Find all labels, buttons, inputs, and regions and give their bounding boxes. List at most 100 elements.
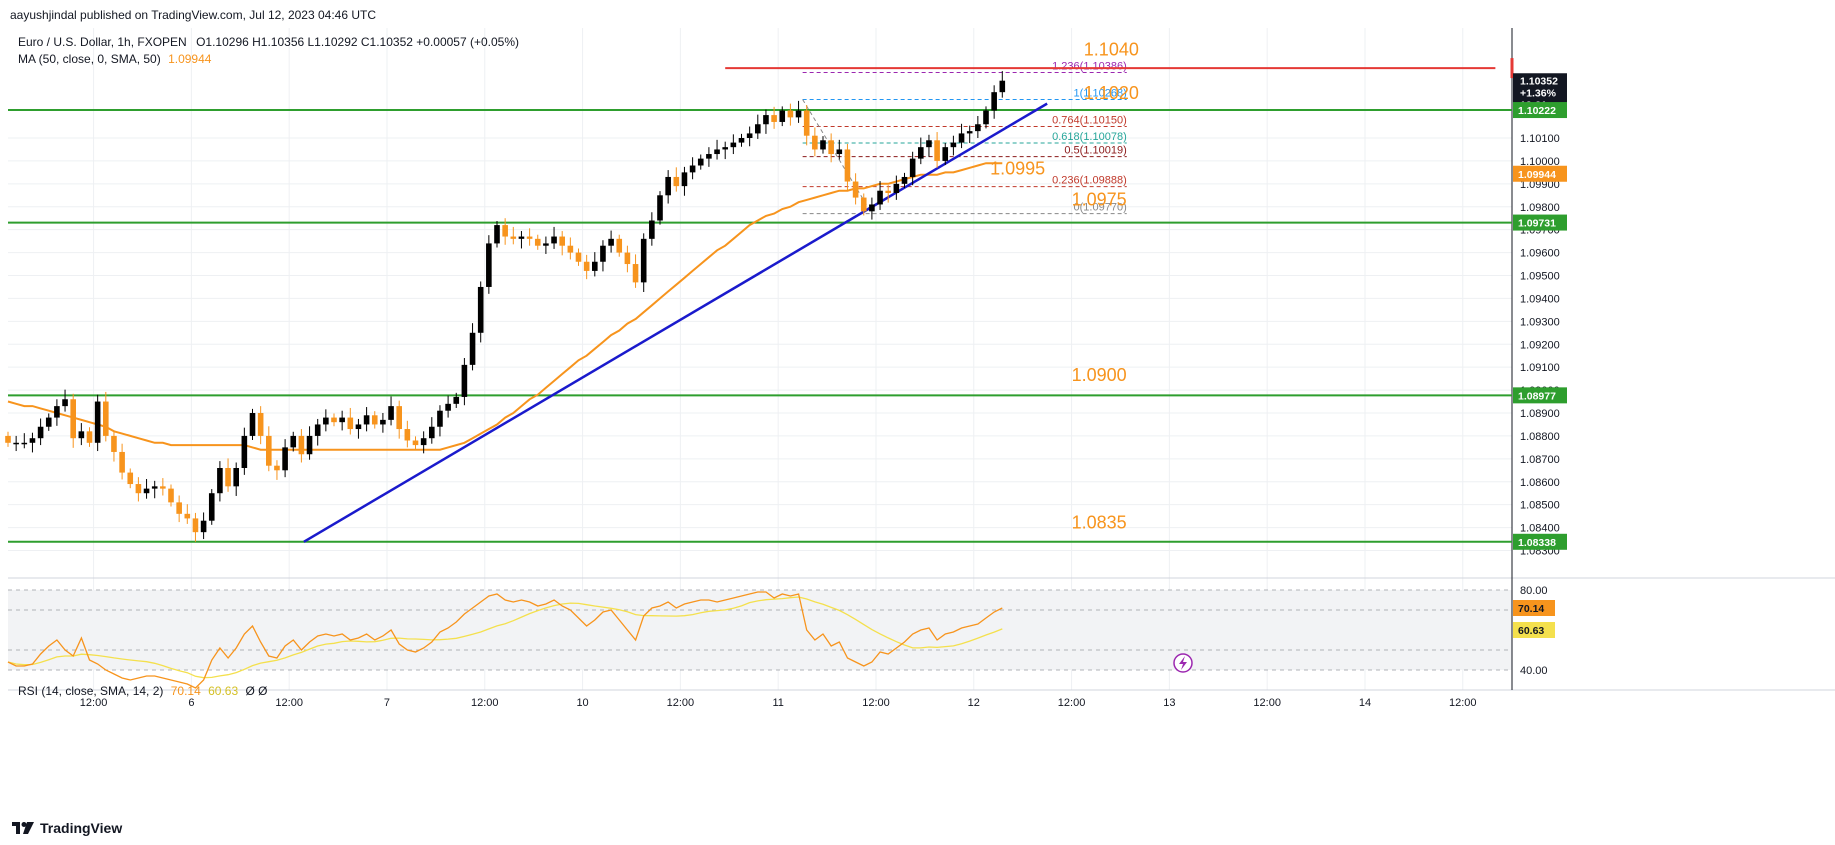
ma-legend[interactable]: MA (50, close, 0, SMA, 50) 1.09944 — [18, 52, 211, 66]
candle-body — [217, 468, 223, 494]
candle — [901, 172, 908, 188]
candle-body — [282, 447, 288, 471]
candle-body — [249, 413, 256, 436]
candle-body — [975, 124, 981, 132]
candle — [991, 85, 997, 119]
candle-body — [893, 183, 900, 193]
price-tag-text: 1.10222 — [1518, 105, 1556, 117]
time-axis-label: 7 — [384, 697, 390, 709]
candle — [469, 323, 476, 371]
candle-body — [510, 236, 517, 239]
candle-body — [225, 468, 231, 487]
candle-body — [54, 406, 60, 418]
candle — [233, 462, 239, 496]
candle-body — [746, 133, 753, 138]
candle — [722, 141, 728, 160]
fib-label: 0.618(1.10078) — [1052, 131, 1127, 143]
price-axis-label: 1.10000 — [1520, 156, 1560, 168]
candle-body — [649, 220, 655, 239]
candle-body — [869, 204, 875, 212]
candle-body — [469, 332, 476, 365]
candle-body — [738, 138, 745, 143]
candle — [298, 429, 305, 463]
candle — [29, 432, 36, 453]
candle-body — [575, 252, 582, 262]
candle-body — [983, 110, 989, 125]
candle-body — [103, 401, 109, 436]
candle-body — [657, 195, 663, 221]
current-price-tag-text: +1.36% — [1520, 87, 1557, 99]
candle-body — [681, 172, 688, 187]
candle — [534, 234, 541, 250]
candle-body — [5, 435, 11, 443]
current-price-tag-text: 1.10352 — [1520, 75, 1558, 87]
time-axis-label: 12:00 — [1058, 697, 1086, 709]
candle-body — [412, 440, 419, 446]
candle-body — [371, 415, 378, 425]
candle — [37, 418, 44, 446]
tradingview-logo[interactable]: TradingView — [12, 820, 122, 836]
rsi-tag-bg — [1513, 600, 1555, 616]
price-axis-label: 1.10100 — [1520, 133, 1560, 145]
candle-body — [852, 181, 859, 198]
candle — [371, 411, 378, 429]
candle-body — [429, 426, 435, 439]
candle — [803, 105, 810, 146]
candle — [918, 137, 924, 165]
lightning-icon-bolt — [1179, 656, 1187, 670]
candle — [257, 406, 264, 445]
candle — [445, 395, 451, 418]
price-tag-text: 1.08977 — [1518, 390, 1556, 402]
rsi-legend[interactable]: RSI (14, close, SMA, 14, 2) 70.14 60.63 … — [18, 684, 268, 698]
candle — [966, 125, 973, 144]
candle — [306, 426, 313, 460]
fib-connector — [802, 99, 873, 214]
annotations: 1.1040 1.1020 1.0995 1.0975 1.0900 1.0835 — [990, 40, 1139, 533]
candle-body — [135, 484, 142, 494]
candle — [127, 468, 134, 489]
candle — [975, 116, 981, 138]
lightning-icon — [1173, 653, 1193, 673]
candle — [176, 495, 182, 523]
candle-body — [151, 486, 158, 489]
price-axis-label: 1.08600 — [1520, 477, 1560, 489]
time-axis-label: 12:00 — [471, 697, 499, 709]
ohlc-values: O1.10296 H1.10356 L1.10292 C1.10352 +0.0… — [196, 35, 520, 49]
candle — [551, 226, 557, 249]
symbol-header: Euro / U.S. Dollar, 1h, FXOPEN O1.10296 … — [18, 35, 519, 49]
candle-body — [616, 238, 623, 253]
candle — [355, 418, 362, 439]
candle-body — [13, 442, 19, 445]
candle — [477, 281, 484, 343]
candle-body — [388, 406, 394, 420]
candle — [869, 197, 875, 220]
candle-body — [380, 419, 386, 425]
candle-body — [543, 243, 549, 246]
candle — [885, 185, 891, 203]
rsi-tag-text: 70.14 — [1518, 603, 1544, 615]
price-axis-label: 1.09200 — [1520, 339, 1560, 351]
candle-body — [363, 415, 370, 425]
candle — [689, 157, 696, 180]
fib-label: 0.764(1.10150) — [1052, 115, 1127, 127]
tradingview-name: TradingView — [40, 820, 123, 836]
candle — [241, 427, 248, 475]
candle-body — [730, 142, 737, 148]
fib-label: 0(1.09770) — [1074, 202, 1127, 214]
candle — [828, 133, 834, 163]
rsi-tag-text: 60.63 — [1518, 625, 1544, 637]
candle — [78, 423, 85, 446]
candles — [5, 71, 1006, 542]
price-axis: 1.101001.100001.099001.098001.097001.096… — [1520, 133, 1560, 677]
candle — [860, 193, 867, 216]
candle — [323, 409, 329, 432]
rsi-band — [8, 590, 1512, 670]
candle-body — [404, 429, 411, 441]
candle-body — [640, 238, 647, 283]
candle-body — [445, 403, 451, 411]
candle — [934, 132, 940, 168]
candle-body — [885, 190, 891, 193]
candle-body — [437, 410, 443, 427]
candle-body — [347, 417, 354, 430]
